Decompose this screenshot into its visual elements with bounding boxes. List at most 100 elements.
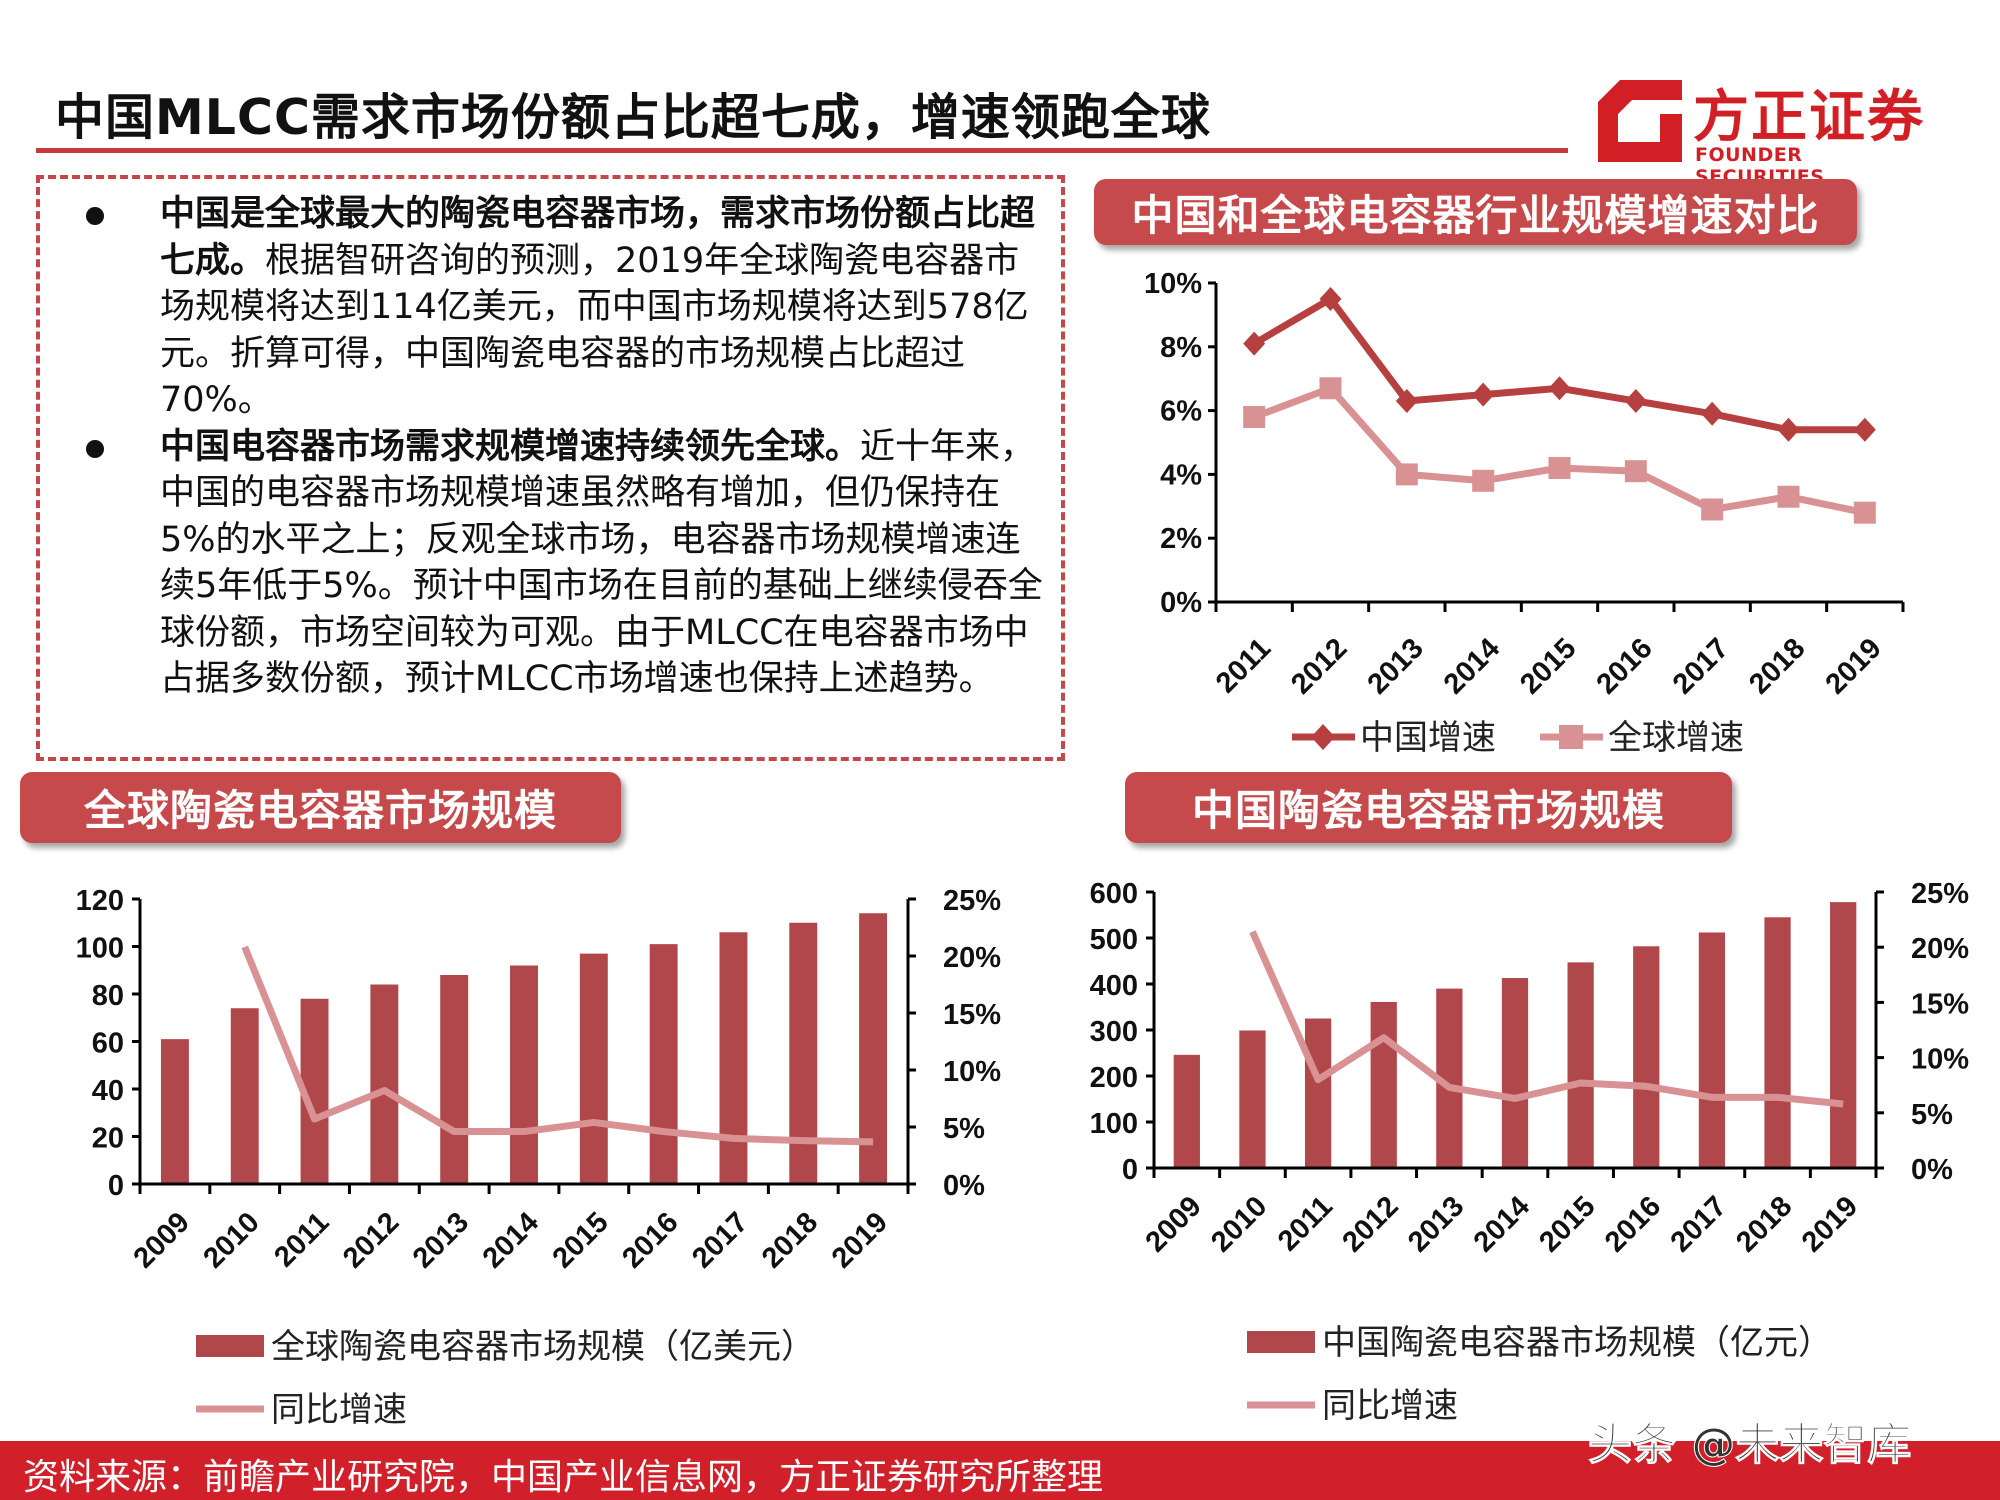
y-tick-label: 80 xyxy=(92,980,124,1012)
x-tick-label: 2011 xyxy=(1272,1190,1339,1257)
summary-box: 中国是全球最大的陶瓷电容器市场，需求市场份额占比超七成。根据智研咨询的预测，20… xyxy=(36,175,1065,761)
data-point xyxy=(1701,401,1724,426)
data-point xyxy=(1319,286,1342,311)
bar xyxy=(1173,1054,1200,1168)
y2-tick-label: 20% xyxy=(943,942,1001,974)
y2-tick-label: 10% xyxy=(1911,1044,1969,1076)
y-tick-label: 0 xyxy=(1122,1154,1138,1186)
bullet-text: 近十年来，中国的电容器市场规模增速虽然略有增加，但仍保持在5%的水平之上；反观全… xyxy=(160,426,1043,700)
y-tick-label: 400 xyxy=(1090,970,1138,1002)
bar xyxy=(1304,1018,1332,1168)
china-chart-header: 中国陶瓷电容器市场规模 xyxy=(1125,772,1732,843)
x-tick-label: 2019 xyxy=(826,1206,894,1274)
y2-tick-label: 15% xyxy=(1911,988,1969,1020)
legend-label: 中国陶瓷电容器市场规模（亿元） xyxy=(1322,1323,1832,1363)
bar xyxy=(1698,932,1726,1168)
data-point xyxy=(1853,501,1876,524)
x-tick-label: 2014 xyxy=(477,1206,545,1274)
data-point xyxy=(1624,460,1647,483)
x-tick-label: 2013 xyxy=(1402,1190,1470,1258)
data-point xyxy=(1243,331,1266,356)
x-tick-label: 2019 xyxy=(1796,1190,1864,1258)
y2-tick-label: 5% xyxy=(1911,1099,1953,1131)
bullet-point: 中国电容器市场需求规模增速持续领先全球。近十年来，中国的电容器市场规模增速虽然略… xyxy=(66,424,1043,703)
y-tick-label: 20 xyxy=(92,1123,124,1155)
y2-tick-label: 0% xyxy=(1911,1154,1953,1186)
x-tick-label: 2014 xyxy=(1438,632,1506,700)
y-tick-label: 6% xyxy=(1160,396,1202,428)
y-tick-label: 4% xyxy=(1160,459,1202,491)
logo-cn: 方正证券 xyxy=(1693,85,1925,150)
data-point xyxy=(1395,389,1418,414)
data-point xyxy=(1777,485,1800,508)
bar xyxy=(649,944,678,1184)
logo-mark-icon xyxy=(1598,80,1682,162)
y-tick-label: 100 xyxy=(76,933,124,965)
data-point xyxy=(1624,389,1647,414)
y-tick-label: 8% xyxy=(1160,332,1202,364)
title-divider xyxy=(36,148,1568,153)
data-point xyxy=(1395,463,1418,486)
y2-tick-label: 25% xyxy=(1911,878,1969,910)
legend-label: 全球陶瓷电容器市场规模（亿美元） xyxy=(271,1327,815,1367)
x-tick-label: 2018 xyxy=(1743,632,1811,700)
x-tick-label: 2011 xyxy=(1210,632,1277,699)
bar xyxy=(510,965,538,1184)
y-tick-label: 40 xyxy=(92,1075,124,1107)
bar xyxy=(579,953,608,1184)
x-tick-label: 2017 xyxy=(686,1206,754,1274)
bullet-text: 根据智研咨询的预测，2019年全球陶瓷电容器市场规模将达到114亿美元，而中国市… xyxy=(160,240,1029,421)
x-tick-label: 2013 xyxy=(1362,632,1430,700)
bar xyxy=(160,1039,189,1184)
bar xyxy=(440,975,469,1184)
x-tick-label: 2015 xyxy=(1533,1190,1601,1258)
bullet-heading: 中国电容器市场需求规模增速持续领先全球。 xyxy=(160,426,861,467)
y2-tick-label: 10% xyxy=(943,1056,1001,1088)
y2-tick-label: 25% xyxy=(943,885,1001,917)
data-point xyxy=(1472,382,1495,407)
page-title: 中国MLCC需求市场份额占比超七成，增速领跑全球 xyxy=(55,89,1211,146)
series-line-global xyxy=(1252,384,1866,517)
x-tick-label: 2009 xyxy=(1140,1190,1208,1258)
footer-bar xyxy=(0,1441,2000,1500)
source-note: 资料来源：前瞻产业研究院，中国产业信息网，方正证券研究所整理 xyxy=(23,1457,1104,1498)
growth-line xyxy=(241,945,874,1146)
y-tick-label: 120 xyxy=(76,885,124,917)
y-tick-label: 200 xyxy=(1090,1062,1138,1094)
bar xyxy=(370,984,399,1184)
x-tick-label: 2015 xyxy=(547,1206,615,1274)
data-point xyxy=(1701,498,1724,521)
bar xyxy=(1830,902,1857,1168)
y-tick-label: 60 xyxy=(92,1028,124,1060)
bar xyxy=(1501,978,1529,1168)
global-chart-header: 全球陶瓷电容器市场规模 xyxy=(20,772,621,843)
x-tick-label: 2012 xyxy=(1336,1190,1404,1258)
legend-swatch-bar xyxy=(1247,1331,1315,1353)
x-tick-label: 2010 xyxy=(197,1206,265,1274)
x-tick-label: 2015 xyxy=(1514,632,1582,700)
legend-label: 中国增速 xyxy=(1360,718,1496,758)
x-tick-label: 2016 xyxy=(616,1206,684,1274)
data-point xyxy=(1777,417,1800,442)
y2-tick-label: 5% xyxy=(943,1113,985,1145)
x-tick-label: 2012 xyxy=(1285,632,1353,700)
bar xyxy=(1370,1001,1397,1168)
legend-swatch-bar xyxy=(196,1335,264,1357)
bullet-point: 中国是全球最大的陶瓷电容器市场，需求市场份额占比超七成。根据智研咨询的预测，20… xyxy=(66,191,1043,424)
data-point xyxy=(1853,417,1876,442)
bullet-icon xyxy=(86,207,104,225)
data-point xyxy=(1243,405,1266,428)
data-point xyxy=(1548,457,1571,480)
y-tick-label: 300 xyxy=(1090,1016,1138,1048)
y-tick-label: 0 xyxy=(108,1170,124,1202)
x-tick-label: 2017 xyxy=(1667,632,1735,700)
legend-marker-global xyxy=(1559,725,1583,749)
y-tick-label: 2% xyxy=(1160,523,1202,555)
watermark: 头条 @未来智库 xyxy=(1587,1419,1912,1471)
bar xyxy=(719,932,748,1184)
y-tick-label: 100 xyxy=(1090,1108,1138,1140)
x-tick-label: 2013 xyxy=(407,1206,475,1274)
bar xyxy=(1764,917,1791,1168)
x-tick-label: 2016 xyxy=(1591,632,1659,700)
